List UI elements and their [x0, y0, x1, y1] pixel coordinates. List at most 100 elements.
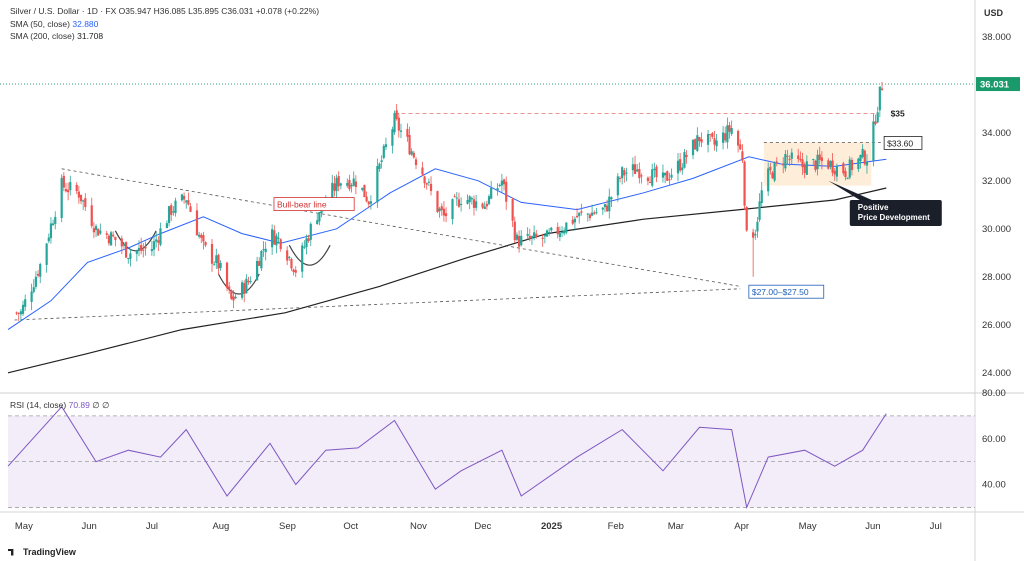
sma50-legend[interactable]: SMA (50, close) 32.880 — [10, 19, 98, 29]
candle-body — [165, 223, 169, 229]
candle-body — [543, 234, 546, 237]
positive-callout-text: Price Development — [858, 213, 930, 222]
candle-body — [260, 250, 263, 269]
candle-body — [125, 242, 128, 258]
candle-body — [305, 238, 308, 248]
range-support-label: $27.00–$27.50 — [748, 284, 825, 299]
candle-body — [397, 117, 400, 131]
candle-body — [232, 296, 235, 301]
candle-body — [743, 161, 746, 206]
candle-body — [294, 270, 297, 273]
level-35-label: $35 — [891, 109, 905, 119]
candle-body — [39, 264, 42, 277]
candle-body — [69, 182, 72, 190]
candle-body — [588, 214, 592, 219]
time-tick-label: 2025 — [541, 521, 563, 532]
candle-body — [444, 213, 448, 217]
candle-body — [367, 201, 370, 205]
candle-body — [230, 290, 233, 299]
candle-body — [140, 245, 143, 251]
candle-body — [354, 181, 357, 187]
candle-body — [114, 236, 117, 240]
candle-body — [369, 201, 373, 204]
candle-body — [513, 221, 516, 241]
candle-body — [550, 227, 553, 231]
candle-body — [694, 139, 697, 150]
candle-body — [17, 312, 20, 314]
candle-body — [350, 185, 353, 187]
candle-body — [773, 162, 776, 181]
candle-body — [45, 243, 48, 265]
candle-body — [797, 155, 800, 160]
range-support-label-text: $27.00–$27.50 — [752, 287, 809, 297]
candle-body — [47, 237, 50, 242]
candle-body — [54, 216, 57, 224]
sma200-legend[interactable]: SMA (200, close) 31.708 — [10, 31, 103, 41]
candle-body — [204, 242, 207, 246]
time-tick-label: Jul — [146, 521, 158, 532]
candle-body — [210, 243, 214, 264]
sma200-label: SMA (200, close) — [10, 31, 75, 41]
candle-body — [801, 159, 804, 168]
candle-body — [608, 196, 611, 212]
candle-body — [775, 161, 778, 163]
time-tick-label: Jun — [865, 521, 880, 532]
candle-body — [520, 235, 523, 246]
candle-body — [876, 112, 879, 123]
candle-body — [34, 276, 38, 287]
candle-body — [427, 181, 430, 183]
candle-body — [273, 230, 276, 245]
candle-body — [706, 133, 710, 145]
candle-body — [788, 159, 791, 161]
candle-body — [15, 312, 18, 314]
candle-body — [142, 249, 145, 251]
candle-body — [878, 86, 881, 111]
level-3360-label-text: $33.60 — [887, 138, 913, 148]
candle-body — [595, 212, 598, 214]
tradingview-logo[interactable]: TradingView — [8, 547, 76, 557]
candle-body — [380, 160, 383, 163]
candle-body — [835, 165, 838, 177]
candle-body — [137, 247, 141, 251]
candle-body — [62, 175, 65, 188]
candle-body — [180, 194, 184, 201]
last-price-tag — [976, 77, 1020, 92]
candle-body — [475, 201, 478, 208]
candle-body — [848, 159, 851, 178]
candle-body — [51, 223, 55, 226]
candle-body — [820, 157, 823, 162]
candle-body — [457, 199, 461, 207]
price-tick-label: 32.000 — [982, 176, 1011, 187]
time-tick-label: Sep — [279, 521, 296, 532]
candle-body — [633, 164, 637, 175]
candle-body — [754, 234, 757, 236]
candle-body — [664, 172, 667, 176]
ohlc-values: O35.947 H36.085 L35.895 C36.031 +0.078 (… — [118, 6, 320, 16]
candle-body — [661, 172, 665, 178]
candle-body — [842, 163, 845, 174]
candle-body — [337, 176, 340, 187]
sma50-line — [7, 156, 887, 331]
candle-body — [481, 203, 484, 208]
candle-body — [880, 88, 884, 91]
support-trendline — [14, 288, 741, 321]
positive-callout-box — [849, 200, 942, 226]
rsi-legend[interactable]: RSI (14, close) 70.89 ∅ ∅ — [10, 400, 109, 411]
candle-body — [623, 170, 626, 176]
candle-body — [490, 187, 493, 199]
sma200-line — [7, 187, 887, 374]
candle-body — [255, 260, 259, 281]
candle-body — [565, 222, 568, 233]
range-support-label-box — [748, 284, 825, 299]
candle-body — [530, 236, 534, 239]
bull-bear-label: Bull-bear line — [273, 197, 355, 212]
time-tick-label: May — [15, 521, 33, 532]
candle-body — [502, 179, 506, 185]
candle-body — [767, 168, 770, 192]
candle-body — [307, 238, 310, 242]
candle-body — [309, 223, 312, 240]
candle-body — [290, 258, 293, 269]
price-tick-label: 30.000 — [982, 224, 1011, 235]
candle-body — [691, 139, 695, 156]
